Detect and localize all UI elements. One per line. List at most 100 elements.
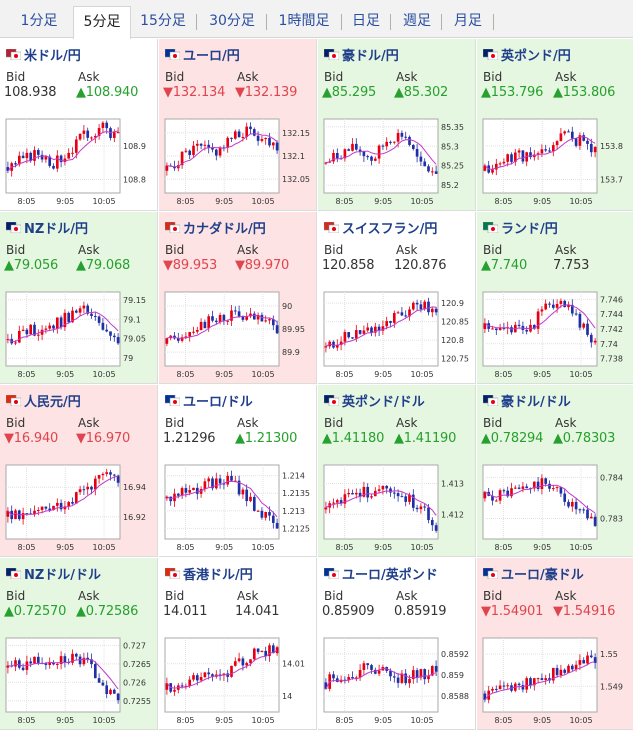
pair-panel[interactable]: NZドル/ドル Bid Ask ▲0.72570 ▲0.72586 0.727 0.7265… — [0, 558, 158, 730]
moving-average-line — [166, 480, 278, 518]
candlestick-chart: 85.35 85.3 85.25 85.2 8:05 9:05 10:05 — [323, 118, 464, 206]
ask-label: Ask — [237, 70, 259, 84]
candle-down — [589, 655, 593, 658]
tab-月足[interactable]: 月足 — [454, 13, 482, 29]
candle-down — [419, 304, 423, 310]
candle-up — [423, 301, 427, 310]
candle-up — [362, 330, 366, 334]
price-chart[interactable]: 0.727 0.7265 0.726 0.7255 8:05 9:05 10:05 — [4, 634, 154, 726]
pair-panel[interactable]: ユーロ/英ポンド Bid Ask 0.85909 0.85919 0.8592 0.859 0… — [318, 558, 476, 730]
candle-down — [358, 149, 362, 152]
tab-1時間足[interactable]: 1時間足 — [278, 13, 330, 29]
plot-area — [5, 637, 121, 713]
candle-down — [427, 166, 430, 172]
pair-title[interactable]: スイスフラン/円 — [323, 218, 437, 237]
pair-title[interactable]: ユーロ/ドル — [164, 391, 253, 410]
pair-title[interactable]: ユーロ/英ポンド — [323, 564, 438, 583]
price-chart[interactable]: 90 89.95 89.9 8:05 9:05 10:05 — [163, 288, 313, 380]
bid-label: Bid — [324, 70, 344, 84]
ask-label: Ask — [78, 70, 100, 84]
candle-down — [415, 148, 419, 157]
tab-日足[interactable]: 日足 — [352, 13, 380, 29]
x-tick-label: 9:05 — [533, 197, 551, 206]
pair-title[interactable]: NZドル/ドル — [5, 564, 101, 583]
pair-panel[interactable]: ランド/円 Bid Ask ▲7.740 7.753 7.746 7.744 7.742 7.7… — [477, 212, 633, 384]
candle-down — [52, 662, 55, 665]
candle-up — [563, 131, 567, 134]
candle-up — [419, 669, 423, 678]
candle-up — [180, 488, 184, 496]
price-chart[interactable]: 85.35 85.3 85.25 85.2 8:05 9:05 10:05 — [322, 115, 472, 207]
candle-up — [335, 344, 339, 348]
candle-up — [184, 685, 188, 687]
price-chart[interactable]: 0.784 0.783 8:05 9:05 10:05 — [481, 461, 631, 553]
price-chart[interactable]: 120.9 120.85 120.8 120.75 8:05 9:05 10:05 — [322, 288, 472, 380]
price-chart[interactable]: 153.8 153.7 8:05 9:05 10:05 — [481, 115, 631, 207]
candle-down — [207, 144, 211, 148]
price-chart[interactable]: 0.8592 0.859 0.8588 8:05 9:05 10:05 — [322, 634, 472, 726]
candle-down — [264, 650, 268, 657]
pair-panel[interactable]: ユーロ/ドル Bid Ask 1.21296 ▲1.21300 1.214 1.2135 1.… — [159, 385, 317, 557]
bid-label: Bid — [165, 589, 185, 603]
pair-panel[interactable]: ユーロ/円 Bid Ask ▼132.134 ▼132.139 132.15 132.1 13… — [159, 39, 317, 211]
pair-title[interactable]: 人民元/円 — [5, 391, 81, 410]
price-chart[interactable]: 79.15 79.1 79.05 79 8:05 9:05 10:05 — [4, 288, 154, 380]
candle-up — [570, 501, 574, 507]
candle-down — [377, 326, 381, 331]
candle-down — [86, 305, 90, 314]
price-chart[interactable]: 1.55 1.549 8:05 9:05 10:05 — [481, 634, 631, 726]
candle-down — [252, 313, 256, 320]
pair-panel[interactable]: 香港ドル/円 Bid Ask 14.011 14.041 14.01 14 8:05 9:05 1… — [159, 558, 317, 730]
pair-title[interactable]: NZドル/円 — [5, 218, 88, 237]
price-chart[interactable]: 1.214 1.2135 1.213 1.2125 8:05 9:05 10:05 — [163, 461, 313, 553]
pair-panel[interactable]: 豪ドル/円 Bid Ask ▲85.295 ▲85.302 85.35 85.3 85.25 8… — [318, 39, 476, 211]
pair-panel[interactable]: 英ポンド/円 Bid Ask ▲153.796 ▲153.806 153.8 153.7 8:… — [477, 39, 633, 211]
price-chart[interactable]: 132.15 132.1 132.05 8:05 9:05 10:05 — [163, 115, 313, 207]
bid-label: Bid — [483, 416, 503, 430]
tab-30分足[interactable]: 30分足 — [209, 13, 255, 29]
price-chart[interactable]: 7.746 7.744 7.742 7.74 7.738 8:05 9:05 10:05 — [481, 288, 631, 380]
candle-up — [268, 319, 271, 321]
pair-panel[interactable]: NZドル/円 Bid Ask ▲79.056 ▲79.068 79.15 79.1 79.05… — [0, 212, 158, 384]
pair-panel[interactable]: ユーロ/豪ドル Bid Ask ▼1.54901 ▼1.54916 1.55 1.549 8:… — [477, 558, 633, 730]
candle-down — [351, 676, 354, 678]
candle-up — [230, 310, 233, 321]
candle-up — [343, 149, 347, 159]
candlestick-chart: 1.55 1.549 8:05 9:05 10:05 — [482, 637, 623, 725]
pair-title[interactable]: 豪ドル/円 — [323, 45, 399, 64]
tab-週足[interactable]: 週足 — [403, 13, 431, 29]
pair-title[interactable]: カナダドル/円 — [164, 218, 266, 237]
pair-title[interactable]: 香港ドル/円 — [164, 564, 253, 583]
price-chart[interactable]: 14.01 14 8:05 9:05 10:05 — [163, 634, 313, 726]
price-chart[interactable]: 16.94 16.92 8:05 9:05 10:05 — [4, 461, 154, 553]
pair-panel[interactable]: 米ドル/円 Bid Ask 108.938 ▲108.940 108.9 108.8 8:05… — [0, 39, 158, 211]
candle-down — [578, 509, 582, 511]
pair-title[interactable]: 英ポンド/ドル — [323, 391, 425, 410]
pair-title[interactable]: ランド/円 — [482, 218, 558, 237]
pair-title[interactable]: ユーロ/豪ドル — [482, 564, 584, 583]
pair-title[interactable]: 豪ドル/ドル — [482, 391, 571, 410]
candle-down — [237, 480, 241, 495]
candle-up — [48, 662, 52, 665]
candle-down — [271, 319, 275, 326]
pair-panel[interactable]: 英ポンド/ドル Bid Ask ▲1.41180 ▲1.41190 1.413 1.412 8… — [318, 385, 476, 557]
eu-us-flag — [164, 394, 181, 406]
candle-up — [249, 496, 252, 502]
y-tick-label: 0.8588 — [441, 692, 469, 701]
pair-panel[interactable]: スイスフラン/円 Bid Ask 120.858 120.876 120.9 120.85 1… — [318, 212, 476, 384]
tab-15分足[interactable]: 15分足 — [140, 13, 186, 29]
candle-down — [52, 325, 55, 329]
candle-up — [25, 152, 29, 159]
pair-title[interactable]: 英ポンド/円 — [482, 45, 571, 64]
tab-1分足[interactable]: 1分足 — [20, 13, 58, 29]
pair-panel[interactable]: 豪ドル/ドル Bid Ask ▲0.78294 ▲0.78303 0.784 0.783 8:… — [477, 385, 633, 557]
pair-title[interactable]: 米ドル/円 — [5, 45, 81, 64]
price-chart[interactable]: 108.9 108.8 8:05 9:05 10:05 — [4, 115, 154, 207]
price-chart[interactable]: 1.413 1.412 8:05 9:05 10:05 — [322, 461, 472, 553]
pair-panel[interactable]: カナダドル/円 Bid Ask ▼89.953 ▼89.970 90 89.95 89.9 8:… — [159, 212, 317, 384]
moving-average-line — [166, 650, 278, 689]
pair-title[interactable]: ユーロ/円 — [164, 45, 240, 64]
tab-5分足[interactable]: 5分足 — [73, 6, 131, 39]
pair-panel[interactable]: 人民元/円 Bid Ask ▼16.940 ▼16.970 16.94 16.92 8:05 9… — [0, 385, 158, 557]
x-tick-label: 10:05 — [411, 716, 434, 725]
